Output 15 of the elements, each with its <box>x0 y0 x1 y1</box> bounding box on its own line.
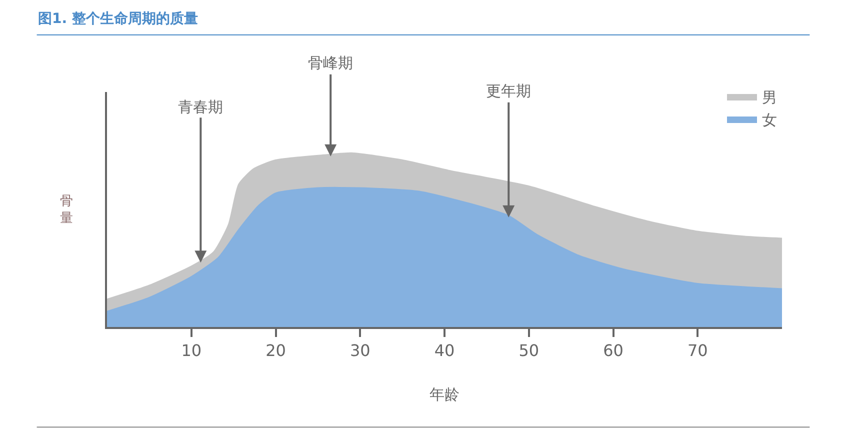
x-tick-label: 50 <box>518 341 540 360</box>
legend-label: 男 <box>762 88 777 106</box>
x-tick-label: 60 <box>603 341 624 360</box>
annotation: 更年期 <box>486 82 531 100</box>
x-tick-label: 20 <box>266 341 286 360</box>
x-tick-label: 40 <box>434 341 455 360</box>
annotation: 青春期 <box>178 98 223 116</box>
annotation: 骨峰期 <box>308 54 353 72</box>
chart-title: 图1. 整个生命周期的质量 <box>38 10 198 28</box>
x-tick-label: 10 <box>181 341 202 360</box>
x-tick-label: 30 <box>350 341 370 360</box>
y-axis-title: 骨量 <box>60 194 73 226</box>
x-axis-title: 年龄 <box>430 386 460 404</box>
legend-label: 女 <box>762 110 777 129</box>
x-tick-label: 70 <box>687 341 708 360</box>
